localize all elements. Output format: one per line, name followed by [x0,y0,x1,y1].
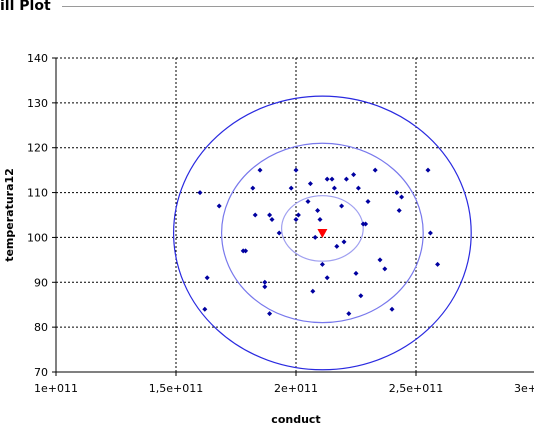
data-point [310,288,316,294]
data-point [202,306,208,312]
data-point [427,230,433,236]
data-point [262,284,268,290]
data-point [329,176,335,182]
panel-divider [62,6,534,10]
x-tick-label: 2,5e+011 [389,382,443,395]
data-point [324,176,330,182]
data-point [389,306,395,312]
data-point [363,221,369,227]
data-point [307,181,313,187]
x-tick-label: 1,5e+011 [149,382,203,395]
x-tick-label: 1e+011 [34,382,78,395]
data-point [252,212,258,218]
data-point [293,216,299,222]
data-point [396,208,402,214]
data-point [295,212,301,218]
centroid-marker [317,228,328,238]
data-point [351,172,357,178]
data-point [339,203,345,209]
y-tick-label: 140 [27,52,48,65]
data-point [243,248,249,254]
ellipse-layer [172,95,472,371]
data-point [382,266,388,272]
x-axis-label: conduct [271,413,320,426]
data-point [317,216,323,222]
data-point [394,190,400,196]
confidence-ellipse [281,195,364,262]
data-point [372,167,378,173]
data-point [262,279,268,285]
data-point [343,176,349,182]
data-point [257,167,263,173]
data-point [365,199,371,205]
data-point [293,167,299,173]
data-point [250,185,256,191]
confidence-ellipse [220,142,424,324]
data-point [276,230,282,236]
data-point [355,185,361,191]
panel-title: ill Plot [0,0,54,14]
data-point [358,293,364,299]
y-tick-label: 110 [27,187,48,200]
data-point [204,275,210,281]
y-tick-label: 70 [34,366,48,379]
data-point [399,194,405,200]
y-tick-label: 130 [27,97,48,110]
data-point [267,311,273,317]
confidence-ellipse [172,95,472,371]
data-point [312,234,318,240]
data-point [319,261,325,267]
grid-layer [56,57,534,372]
axis-layer: 70 80 90 100 110 120 130 140 1e+011 1,5e+011 2e+01… [27,52,534,395]
data-point [435,261,441,267]
y-tick-label: 80 [34,321,48,334]
data-point [267,212,273,218]
data-point [334,243,340,249]
data-point [425,167,431,173]
point-layer [197,167,441,317]
data-point [324,275,330,281]
y-tick-label: 90 [34,276,48,289]
data-point [331,185,337,191]
data-point [377,257,383,263]
data-point [197,190,203,196]
y-tick-label: 100 [27,231,48,244]
y-tick-label: 120 [27,142,48,155]
data-point [353,270,359,276]
y-axis-label: temperatura12 [3,168,16,262]
data-point [341,239,347,245]
x-tick-label: 2e+011 [274,382,318,395]
data-point [305,199,311,205]
x-tick-label: 3e+011 [514,382,534,395]
data-point [288,185,294,191]
data-point [346,311,352,317]
data-point [315,208,321,214]
data-point [216,203,222,209]
data-point [269,216,275,222]
panel-header: ill Plot [0,0,534,16]
